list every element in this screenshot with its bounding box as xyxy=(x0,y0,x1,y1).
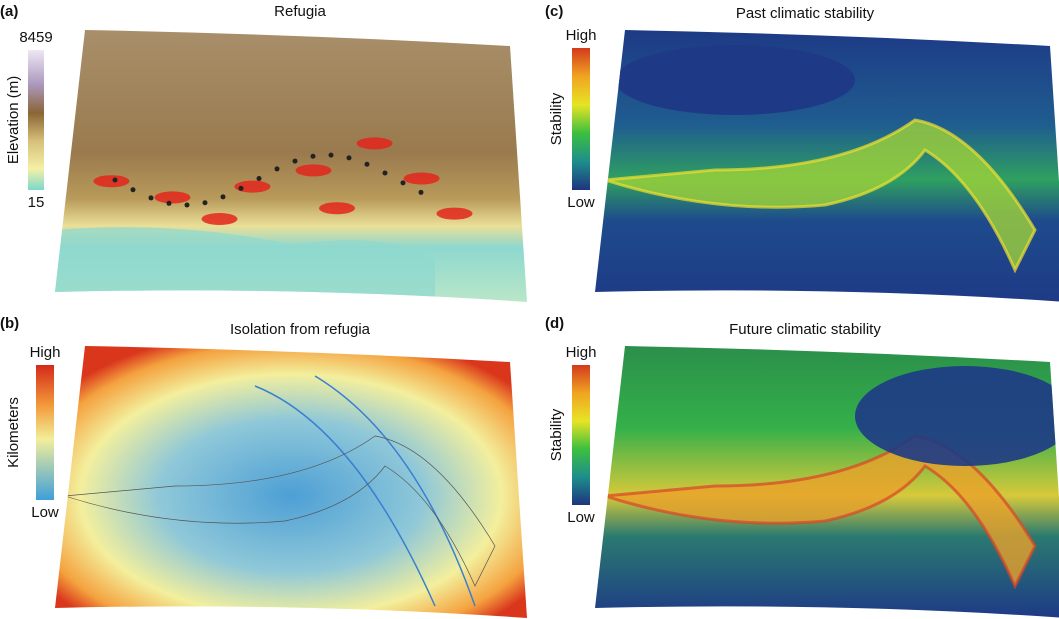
panel-label: (a) xyxy=(0,3,18,20)
refugium xyxy=(357,137,393,149)
refugium xyxy=(155,191,191,203)
sample-point xyxy=(329,153,334,158)
panel: (a) Refugia 8459 15 Elevation (m) xyxy=(0,3,527,310)
sample-point xyxy=(113,178,118,183)
sample-point xyxy=(131,187,136,192)
sample-point xyxy=(311,154,316,159)
legend-bottom: Low xyxy=(567,509,595,526)
panel-label: (c) xyxy=(545,3,563,20)
sample-point xyxy=(383,171,388,176)
sample-point xyxy=(365,162,370,167)
sample-point xyxy=(257,176,262,181)
panel-title: Past climatic stability xyxy=(736,5,875,22)
sample-point xyxy=(401,180,406,185)
legend-bottom: 15 xyxy=(28,194,45,211)
sample-point xyxy=(293,159,298,164)
legend-top: High xyxy=(566,27,597,44)
colorbar xyxy=(572,48,590,190)
sample-point xyxy=(275,166,280,171)
panel-label: (d) xyxy=(545,315,564,332)
legend-axis-label: Elevation (m) xyxy=(5,76,22,164)
figure: (a) Refugia 8459 15 Elevation (m) (b) Isolatio… xyxy=(0,0,1059,619)
sample-point xyxy=(167,201,172,206)
colorbar xyxy=(36,365,54,500)
legend-top: 8459 xyxy=(19,29,52,46)
legend-axis-label: Stability xyxy=(548,408,565,461)
colorbar xyxy=(28,50,44,190)
panel-title: Isolation from refugia xyxy=(230,321,371,338)
sample-point xyxy=(419,190,424,195)
panel: (b) Isolation from refugia High Low Kilomete… xyxy=(0,315,527,618)
low-area xyxy=(615,45,855,115)
panel: (d) Future climatic stability High Low Stabi… xyxy=(545,315,1059,618)
colorbar xyxy=(572,365,590,505)
legend-bottom: Low xyxy=(31,504,59,521)
panel-title: Refugia xyxy=(274,3,326,20)
refugium xyxy=(404,173,440,185)
sample-point xyxy=(149,195,154,200)
sample-point xyxy=(185,202,190,207)
legend-axis-label: Kilometers xyxy=(5,397,22,468)
sample-point xyxy=(347,155,352,160)
legend-top: High xyxy=(566,344,597,361)
legend-top: High xyxy=(30,344,61,361)
sample-point xyxy=(203,200,208,205)
sample-point xyxy=(239,186,244,191)
refugium xyxy=(93,175,129,187)
refugium xyxy=(296,164,332,176)
map xyxy=(55,346,527,618)
refugium xyxy=(437,208,473,220)
refugium xyxy=(202,213,238,225)
panel: (c) Past climatic stability High Low Stabili… xyxy=(545,3,1059,302)
sample-point xyxy=(221,194,226,199)
refugium xyxy=(319,202,355,214)
panel-label: (b) xyxy=(0,315,19,332)
legend-axis-label: Stability xyxy=(548,92,565,145)
panel-title: Future climatic stability xyxy=(729,321,881,338)
legend-bottom: Low xyxy=(567,194,595,211)
